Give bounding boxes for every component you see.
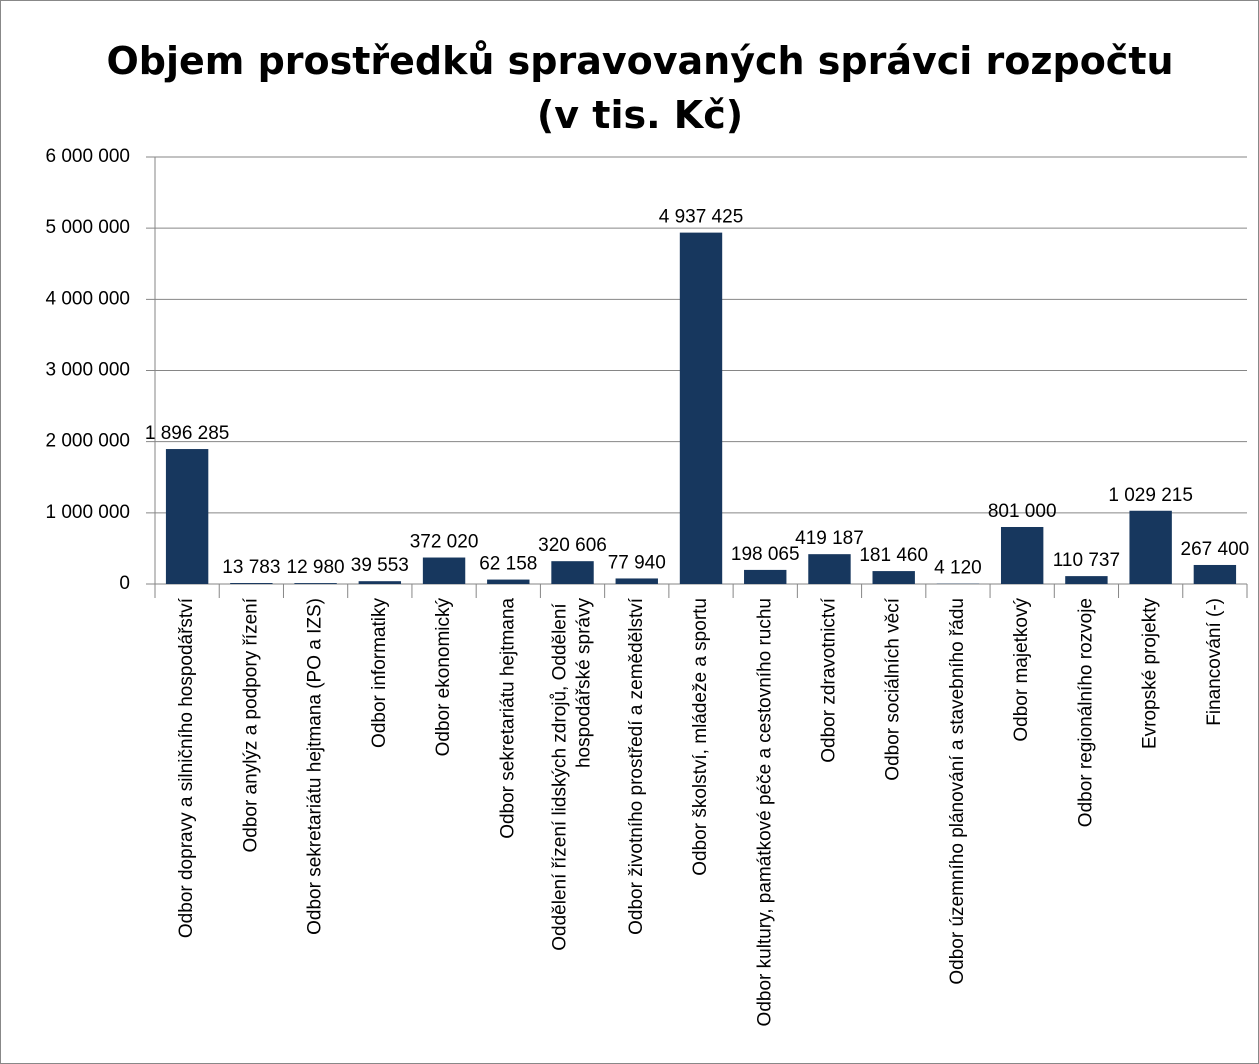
x-tick-label: Odbor ekonomický: [433, 598, 454, 757]
value-label: 77 940: [608, 552, 666, 573]
value-label: 13 783: [222, 557, 280, 578]
y-tick-label: 3 000 000: [45, 360, 130, 381]
value-label: 4 120: [934, 558, 982, 579]
value-label: 4 937 425: [659, 207, 744, 228]
chart-title: (v tis. Kč): [537, 93, 743, 137]
bar: [165, 449, 209, 584]
x-tick-label: Odbor informatiky: [369, 598, 390, 748]
y-tick-label: 0: [119, 573, 130, 594]
x-tick-label: Odbor sekretariátu hejtmana: [497, 598, 518, 839]
x-tick-label: Odbor regionálního rozvoje: [1075, 598, 1096, 827]
value-label: 62 158: [479, 554, 537, 575]
bar: [358, 581, 402, 584]
x-tick-label: Odbor majetkový: [1011, 598, 1032, 742]
value-label: 419 187: [795, 528, 864, 549]
bar: [615, 578, 658, 584]
bar: [294, 583, 337, 584]
value-label: 198 065: [731, 544, 800, 565]
chart-title: Objem prostředků spravovaných správci ro…: [106, 39, 1173, 83]
bar: [679, 232, 723, 584]
x-tick-label: Odbor školství, mládeže a sportu: [690, 598, 711, 876]
x-tick-label: Oddělení řízení lidských zdrojů, Oddělen…: [550, 598, 595, 951]
value-label: 372 020: [410, 532, 479, 553]
y-tick-label: 1 000 000: [45, 502, 130, 523]
value-label: 1 029 215: [1108, 485, 1193, 506]
bar: [551, 561, 594, 584]
bar: [1065, 576, 1108, 584]
x-tick-label: Odbor sekretariátu hejtmana (PO a IZS): [305, 598, 326, 935]
x-tick-label: Odbor anylýz a podpory řízení: [240, 597, 261, 852]
value-label: 320 606: [538, 535, 607, 556]
x-tick-label: Evropské projekty: [1140, 598, 1161, 750]
x-tick-label: Odbor životního prostředí a zemědělství: [626, 597, 647, 935]
x-tick-label: Odbor dopravy a silničního hospodářství: [176, 597, 197, 938]
bar: [744, 569, 787, 584]
value-label: 39 553: [351, 555, 409, 576]
x-tick-label: Odbor kultury, památkové péče a cestovní…: [754, 598, 775, 1026]
x-tick-label: Odbor sociálních věcí: [883, 597, 904, 780]
y-tick-label: 5 000 000: [45, 217, 130, 238]
y-tick-label: 6 000 000: [45, 146, 130, 167]
value-label: 801 000: [988, 501, 1057, 522]
bar: [422, 557, 466, 584]
y-tick-label: 4 000 000: [45, 288, 130, 309]
bar: [487, 579, 530, 584]
bar: [1193, 564, 1237, 584]
bar: [1000, 526, 1044, 584]
bar: [808, 554, 851, 584]
bar: [872, 571, 915, 584]
x-tick-label: Odbor územního plánování a stavebního řá…: [947, 598, 968, 985]
value-label: 267 400: [1181, 539, 1250, 560]
bar: [230, 583, 273, 584]
bar: [1129, 510, 1172, 584]
y-tick-label: 2 000 000: [45, 431, 130, 452]
value-label: 181 460: [859, 545, 928, 566]
x-tick-label: Odbor zdravotnictví: [818, 597, 839, 762]
x-tick-label: Financování (-): [1204, 598, 1225, 726]
value-label: 110 737: [1053, 550, 1120, 571]
value-label: 12 980: [287, 557, 345, 578]
value-label: 1 896 285: [145, 423, 230, 444]
